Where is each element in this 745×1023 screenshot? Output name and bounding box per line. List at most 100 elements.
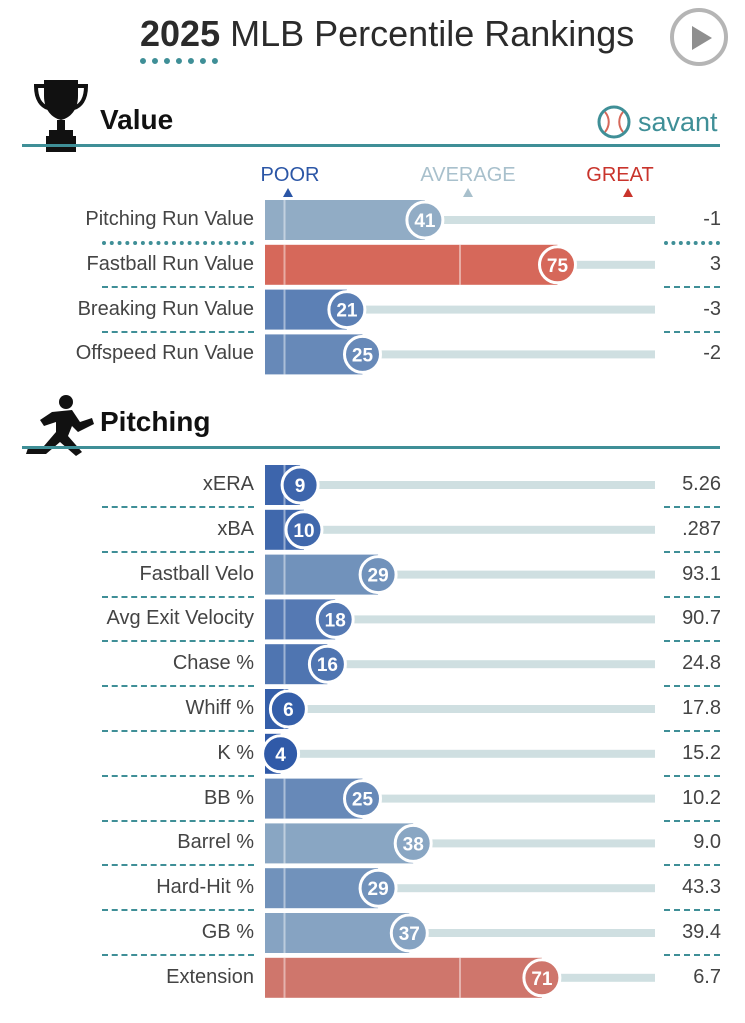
metric-value: 17.8 [682,697,721,719]
row-separator [664,506,720,508]
percentile-label: 18 [325,610,346,631]
percentile-marker [343,779,382,819]
metric-value: 15.2 [682,741,721,764]
percentile-marker [405,200,445,240]
section-title-pitching: Pitching [100,406,211,437]
row-separator [664,819,720,822]
percentile-marker [284,510,324,550]
metric-value: 3 [709,252,721,275]
row-separator [102,506,254,508]
percentile-marker [315,599,355,639]
metric-label: Extension [166,965,254,988]
metric-label: GB % [201,921,254,943]
row-separator [102,954,254,956]
legend-poor: POOR [260,164,320,186]
legend-average: AVERAGE [420,164,516,186]
play-button[interactable] [670,8,728,66]
metric-value: 6.7 [693,965,721,988]
percentile-marker [261,734,301,774]
percentile-track [413,839,655,848]
metric-label: Hard-Hit % [156,876,254,899]
row-separator [102,241,254,245]
percentile-track [378,570,655,579]
savant-logo[interactable]: savant [596,104,718,140]
title-text: MLB Percentile Rankings [230,13,635,54]
percentile-track [362,794,655,803]
metric-value: 10.2 [682,786,721,809]
percentile-track [362,350,655,359]
row-separator [664,954,720,956]
percentile-track [304,525,655,534]
metric-label: Whiff % [185,697,254,719]
percentile-label: 25 [352,345,374,366]
legend-poor-marker [283,188,293,197]
percentile-label: 38 [403,834,424,855]
legend-average-marker [463,188,473,197]
metric-label: Breaking Run Value [77,297,254,320]
title-underline [140,58,218,70]
percentile-track [335,615,655,624]
row-separator [664,640,720,643]
row-separator [102,330,254,333]
percentile-track [541,973,655,982]
percentile-label: 37 [399,924,420,945]
metric-label: xERA [202,473,254,495]
percentile-marker [280,465,320,505]
percentile-label: 41 [414,211,436,232]
percentile-marker [358,868,398,908]
metric-label: BB % [203,786,254,809]
metric-value: 43.3 [682,876,721,899]
row-separator [664,550,720,553]
percentile-marker [343,334,382,374]
percentile-bar [265,913,410,953]
row-separator [664,774,720,777]
metric-value: 9.0 [693,831,721,854]
percentile-bar [265,244,558,285]
row-separator [664,330,720,333]
legend-great-marker [623,188,633,197]
percentile-track [288,705,655,713]
metric-label: Fastball Velo [139,562,254,585]
metric-value: 24.8 [682,652,721,675]
legend-great: GREAT [586,164,654,186]
metric-label: xBA [217,517,254,540]
metric-value: .287 [682,517,721,540]
percentile-label: 71 [531,969,553,990]
row-separator [102,819,254,822]
percentile-label: 29 [368,566,389,587]
percentile-track [557,260,655,269]
percentile-marker [327,290,367,330]
metric-value: -3 [703,297,721,320]
row-separator [102,640,254,643]
row-separator [664,241,720,245]
percentile-track [280,749,655,758]
metric-label: Barrel % [177,831,254,854]
metric-value: -1 [703,208,721,230]
percentile-track [346,305,655,314]
percentile-marker [358,555,398,595]
row-separator [102,730,254,732]
row-separator [102,285,254,288]
pitcher-icon [26,395,94,456]
percentile-label: 10 [293,521,314,542]
metric-value: 5.26 [682,473,721,495]
row-separator [664,730,720,732]
percentile-marker [393,823,433,863]
percentile-track [378,884,655,893]
metric-label: Pitching Run Value [85,208,254,230]
play-icon [692,26,712,50]
metric-label: Chase % [172,652,254,675]
percentile-track [409,929,655,937]
percentile-track [424,216,655,224]
percentile-bar [265,200,425,240]
legend-markers [283,188,633,197]
percentile-track [300,481,655,489]
percentile-label: 9 [295,476,306,497]
percentile-label: 6 [283,700,294,721]
row-separator [664,864,720,867]
row-separator [102,909,254,912]
row-separator [664,685,720,688]
page-title: 2025 MLB Percentile Rankings [140,6,634,62]
row-separator [102,774,254,777]
